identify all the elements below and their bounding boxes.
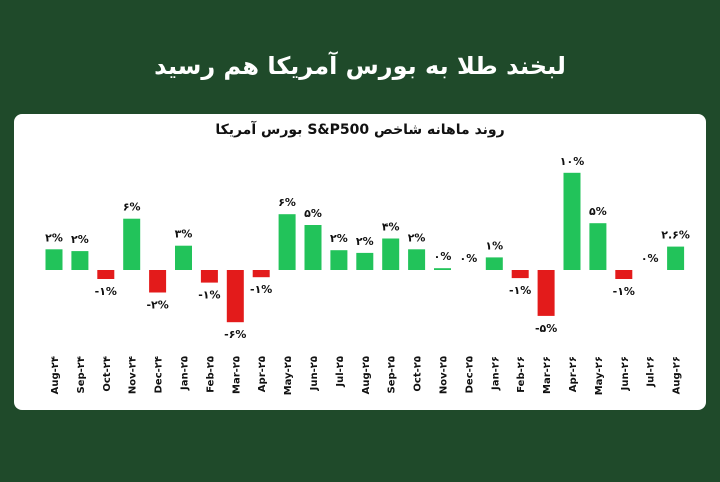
bar-15 [434,268,451,270]
bar-21 [589,223,607,270]
x-tick-label-6: Feb-۲۵ [205,356,216,393]
x-tick-label-3: Nov-۲۴ [128,356,139,394]
data-label-19: -۵% [535,322,557,335]
data-label-23: ۰% [641,252,659,265]
x-tick-label-17: Jan-۲۶ [490,356,501,391]
data-label-17: ۱% [485,239,503,252]
chart-title: روند ماهانه شاخص S&P500 بورس آمریکا [215,122,505,138]
data-label-2: -۱% [95,285,117,298]
x-tick-label-24: Aug-۲۶ [672,356,683,394]
bar-14 [408,249,426,270]
bar-13 [382,238,400,270]
x-tick-label-20: Apr-۲۶ [568,356,579,392]
data-label-7: -۶% [224,328,246,341]
data-label-1: ۲% [71,233,89,246]
bar-24 [667,246,685,270]
x-tick-label-1: Sep-۲۴ [76,356,87,394]
bar-11 [330,250,348,270]
data-label-8: -۱% [250,283,272,296]
data-label-21: ۵% [589,205,607,218]
bar-18 [511,270,529,279]
data-label-9: ۶% [278,196,296,209]
data-label-20: ۱۰% [560,155,584,168]
data-label-16: ۰% [460,252,478,265]
bar-19 [537,270,555,316]
headline: لبخند طلا به بورس آمریکا هم رسید [154,52,566,80]
data-label-22: -۱% [613,285,635,298]
x-tick-label-10: Jun-۲۵ [309,356,320,391]
bar-8 [252,270,270,278]
x-tick-label-15: Nov-۲۵ [439,356,450,394]
bar-chart: ۲% Aug-۲۴ ۲% Sep-۲۴ -۱% Oct-۲۴ ۶% Nov-۲۴ -۲% Dec-… [45,155,690,395]
bar-0 [45,249,63,270]
x-tick-label-19: Mar-۲۶ [542,356,553,394]
data-label-13: ۴% [382,221,400,234]
bar-7 [226,270,244,323]
data-label-5: ۳% [175,228,193,241]
x-tick-label-21: May-۲۶ [594,356,605,395]
bar-2 [97,270,115,279]
data-label-14: ۲% [408,231,426,244]
data-label-12: ۲% [356,235,374,248]
x-tick-label-13: Sep-۲۵ [387,356,398,394]
data-label-11: ۲% [330,232,348,245]
bar-20 [563,172,581,270]
bar-22 [615,270,633,279]
x-tick-label-23: Jul-۲۶ [646,356,657,388]
x-tick-label-7: Mar-۲۵ [231,356,242,394]
x-tick-label-14: Oct-۲۵ [413,356,424,392]
data-label-3: ۶% [123,201,141,214]
data-label-18: -۱% [509,284,531,297]
data-label-15: ۰% [434,250,452,263]
x-tick-label-9: May-۲۵ [283,356,294,395]
x-tick-label-18: Feb-۲۶ [516,356,527,393]
chart-card: روند ماهانه شاخص S&P500 بورس آمریکا ۲% Au… [14,114,706,410]
x-tick-label-8: Apr-۲۵ [257,356,268,392]
bar-4 [149,270,167,293]
data-label-4: -۲% [146,299,168,312]
x-tick-label-2: Oct-۲۴ [102,356,113,392]
x-tick-label-0: Aug-۲۴ [50,356,61,394]
data-label-24: ۲.۶% [661,229,690,242]
x-tick-label-16: Dec-۲۵ [464,356,475,393]
bar-17 [485,257,503,270]
x-tick-label-11: Jul-۲۵ [335,356,346,388]
x-tick-label-5: Jan-۲۵ [180,356,191,391]
data-label-0: ۲% [45,231,63,244]
data-label-10: ۵% [304,207,322,220]
data-label-6: -۱% [198,289,220,302]
x-tick-label-4: Dec-۲۴ [154,356,165,393]
x-tick-label-22: Jun-۲۶ [620,356,631,391]
bar-10 [304,225,322,270]
bar-12 [356,252,374,270]
bar-6 [200,270,218,283]
bar-3 [123,218,141,270]
bar-5 [175,245,192,270]
x-tick-label-12: Aug-۲۵ [361,356,372,394]
bar-9 [278,214,296,270]
bar-1 [71,251,89,270]
